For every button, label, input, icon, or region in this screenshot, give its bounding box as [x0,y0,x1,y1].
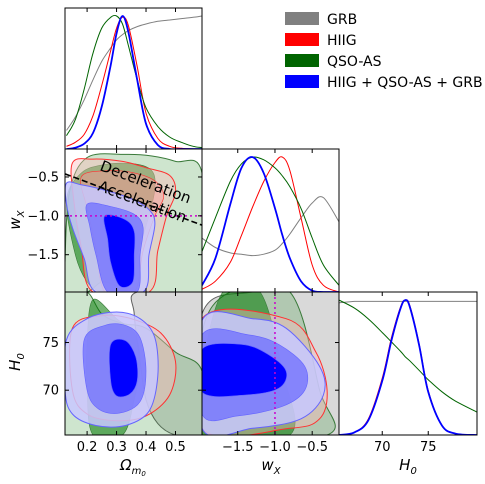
marginal-h0-frame [338,291,478,436]
contour-om_h0-combined-1sigma [109,338,138,398]
x-tick-label: −0.5 [296,440,328,455]
marginal-h0-qso-as-line [339,299,477,413]
panel-om_h0 [65,292,202,435]
deceleration-boundary-line [65,173,202,226]
y-tick-label: −1.5 [27,248,59,263]
panel-wx-h0-frame [201,291,340,436]
x-tick-label: 0.5 [165,440,186,455]
y-tick-label: −1.0 [27,209,59,224]
y-tick-label: 75 [42,336,59,351]
legend-swatch [285,12,319,25]
marginal-om-qso-as-line [66,14,202,149]
marginal-wx-grb-line [202,196,339,257]
marginal-wx-qso-as-line [202,156,339,286]
x-tick-label: 0.4 [136,440,157,455]
legend-label: QSO-AS [327,54,382,70]
marginal-om [66,14,202,149]
marginal-wx-combined-line [202,156,339,292]
y-axis-label-h0: H0 [6,353,27,371]
legend-swatch [285,33,319,46]
legend-label: GRB [327,12,357,28]
panel-om_wx [65,153,202,292]
legend: GRB HIIG QSO-AS HIIG + QSO-AS + GRB [285,12,483,91]
x-tick-label: 75 [420,440,437,455]
x-axis-label-h0: H0 [399,456,417,477]
y-tick-label: −0.5 [27,170,59,185]
y-axis-label-wx: wX [6,209,27,229]
marginal-wx [202,156,339,292]
marginal-om-hiig-line [66,16,202,149]
legend-label: HIIG + QSO-AS + GRB [327,75,483,91]
x-tick-label: 0.2 [77,440,98,455]
marginal-om-frame [64,7,203,150]
marginal-om-combined-line [66,15,202,149]
x-tick-label: −1.0 [259,440,291,455]
x-tick-label: 70 [374,440,391,455]
x-tick-label: 0.3 [106,440,127,455]
marginal-wx-hiig-line [202,156,339,292]
contour-om_wx-combined-1sigma [103,214,136,288]
marginal-wx-frame [201,148,340,293]
marginal-h0-grb-line [339,300,477,304]
panel-wx_h0 [202,292,339,435]
marginal-h0-hiig-line [339,299,477,435]
legend-swatch [285,54,319,67]
marginal-h0 [339,299,477,435]
y-tick-label: 70 [42,384,59,399]
contour-wx_h0-combined-1sigma [202,343,288,397]
marginal-om-grb-line [66,15,202,131]
x-axis-label-om: Ωm0 [119,456,146,478]
legend-swatch [285,75,319,88]
x-tick-label: −1.5 [222,440,254,455]
x-axis-label-wx: wX [261,456,281,477]
marginal-h0-combined-line [339,299,477,435]
legend-label: HIIG [327,33,357,49]
